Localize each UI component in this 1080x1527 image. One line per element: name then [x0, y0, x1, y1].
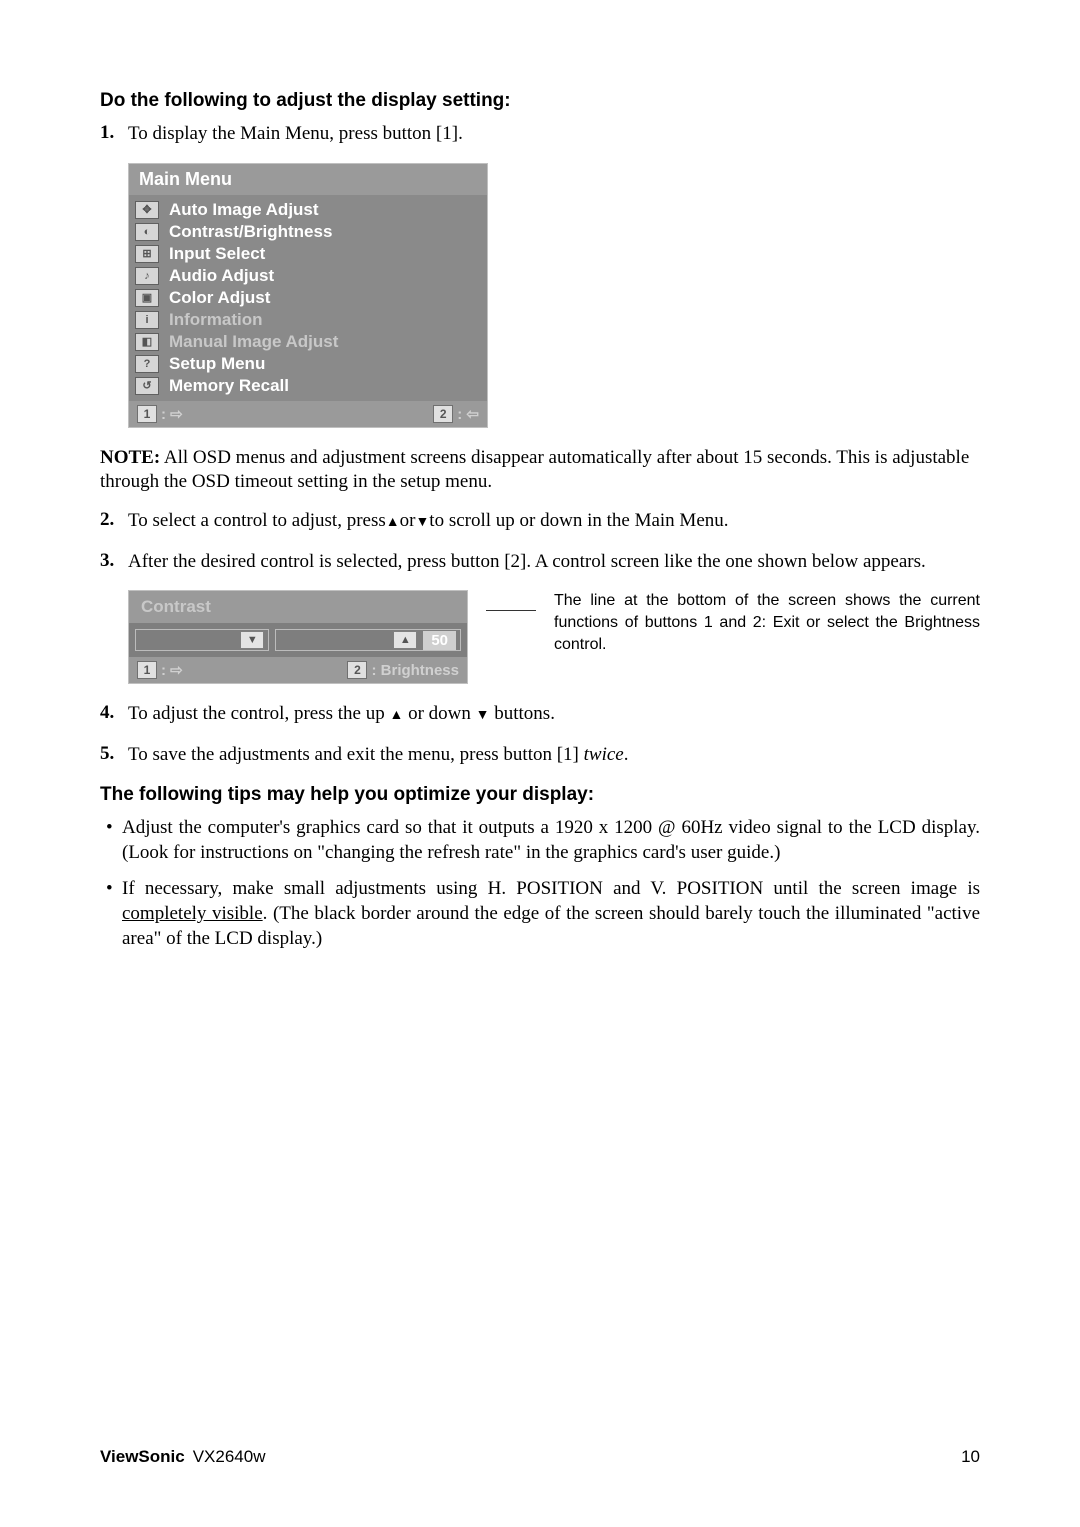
step-3-body: After the desired control is selected, p… — [128, 550, 980, 575]
step-2-body: To select a control to adjust, press▲or▼… — [128, 509, 980, 534]
osd-contrast-title: Contrast — [129, 591, 467, 623]
osd-icon-auto: ✥ — [135, 201, 159, 219]
osd-label-info: Information — [169, 310, 263, 330]
down-arrow-icon: ▼ — [415, 515, 429, 530]
bullet-mark: • — [100, 877, 122, 951]
osd-icon-input: ⊞ — [135, 245, 159, 263]
osd-label-setup: Setup Menu — [169, 354, 265, 374]
foot1-sym: : ⇨ — [161, 405, 183, 423]
note-osd: NOTE: All OSD menus and adjustment scree… — [100, 446, 980, 495]
step2-a: To select a control to adjust, press — [128, 510, 386, 531]
osd-main-footer: 1 : ⇨ 2 : ⇦ — [129, 401, 487, 427]
tip-1: • Adjust the computer's graphics card so… — [100, 816, 980, 865]
contrast-bar-right: ▲ 50 — [275, 629, 461, 651]
footer-page: 10 — [961, 1447, 980, 1467]
key-2-icon: 2 — [347, 661, 367, 679]
step-4: 4. To adjust the control, press the up ▲… — [100, 702, 980, 727]
key-1-icon: 1 — [137, 405, 157, 423]
osd-main-menu: Main Menu ✥ Auto Image Adjust ◐ Contrast/B… — [128, 163, 488, 428]
page-footer: ViewSonic VX2640w 10 — [100, 1447, 980, 1467]
contrast-figure: Contrast ▼ ▲ 50 1 : ⇨ 2 : Brightness The… — [128, 590, 980, 684]
step4-b: or down — [403, 703, 475, 724]
down-arrow-icon: ▼ — [476, 708, 490, 723]
step5-a: To save the adjustments and exit the men… — [128, 744, 584, 765]
footer-model: VX2640w — [193, 1447, 266, 1466]
key-1-icon: 1 — [137, 661, 157, 679]
osd-foot-1: 1 : ⇨ — [137, 405, 183, 423]
foot2-sym: : ⇦ — [457, 405, 479, 423]
step5-italic: twice — [584, 744, 624, 765]
callout-line — [486, 610, 536, 611]
cfoot2-label: : Brightness — [371, 662, 459, 679]
step-1-num: 1. — [100, 122, 128, 147]
up-arrow-icon: ▲ — [386, 515, 400, 530]
osd-foot-2: 2 : ⇦ — [433, 405, 479, 423]
up-triangle-icon: ▲ — [393, 631, 417, 649]
down-triangle-icon: ▼ — [240, 631, 264, 649]
note-body: All OSD menus and adjustment screens dis… — [100, 447, 969, 493]
tip-2-body: If necessary, make small adjustments usi… — [122, 877, 980, 951]
osd-label-input: Input Select — [169, 244, 265, 264]
osd-contrast: Contrast ▼ ▲ 50 1 : ⇨ 2 : Brightness — [128, 590, 468, 684]
osd-icon-setup: ? — [135, 355, 159, 373]
step2-b: or — [400, 510, 416, 531]
osd-icon-audio: ♪ — [135, 267, 159, 285]
bullet-mark: • — [100, 816, 122, 865]
osd-icon-manual: ◧ — [135, 333, 159, 351]
key-2-icon: 2 — [433, 405, 453, 423]
osd-icon-info: i — [135, 311, 159, 329]
step5-b: . — [624, 744, 629, 765]
tip2-a: If necessary, make small adjustments usi… — [122, 878, 980, 899]
osd-icon-color: ▣ — [135, 289, 159, 307]
osd-label-audio: Audio Adjust — [169, 266, 274, 286]
step-3: 3. After the desired control is selected… — [100, 550, 980, 575]
step4-c: buttons. — [490, 703, 555, 724]
footer-brand: ViewSonic — [100, 1447, 185, 1466]
osd-contrast-body: ▼ ▲ 50 — [129, 623, 467, 657]
osd-label-color: Color Adjust — [169, 288, 270, 308]
tip-1-body: Adjust the computer's graphics card so t… — [122, 816, 980, 865]
osd-label-contrast: Contrast/Brightness — [169, 222, 332, 242]
contrast-bar-left: ▼ — [135, 629, 269, 651]
cfoot1-sym: : ⇨ — [161, 661, 183, 679]
osd-icon-memory: ↺ — [135, 377, 159, 395]
step-5-body: To save the adjustments and exit the men… — [128, 743, 980, 768]
contrast-foot-1: 1 : ⇨ — [137, 661, 183, 679]
osd-label-memory: Memory Recall — [169, 376, 289, 396]
step-4-num: 4. — [100, 702, 128, 727]
osd-main-body: ✥Auto Image Adjust ◐Contrast/Brightness … — [129, 195, 487, 401]
step-4-body: To adjust the control, press the up ▲ or… — [128, 702, 980, 727]
step-1: 1. To display the Main Menu, press butto… — [100, 122, 980, 147]
step2-c: to scroll up or down in the Main Menu. — [429, 510, 728, 531]
heading-adjust: Do the following to adjust the display s… — [100, 90, 980, 112]
callout-text: The line at the bottom of the screen sho… — [554, 590, 980, 655]
osd-label-auto: Auto Image Adjust — [169, 200, 319, 220]
osd-label-manual: Manual Image Adjust — [169, 332, 338, 352]
up-arrow-icon: ▲ — [389, 708, 403, 723]
osd-icon-contrast: ◐ — [135, 223, 159, 241]
footer-left: ViewSonic VX2640w — [100, 1447, 266, 1467]
osd-main-title: Main Menu — [129, 164, 487, 195]
step4-a: To adjust the control, press the up — [128, 703, 389, 724]
contrast-value: 50 — [423, 631, 456, 650]
step-2: 2. To select a control to adjust, press▲… — [100, 509, 980, 534]
contrast-foot-2: 2 : Brightness — [347, 661, 459, 679]
step-5: 5. To save the adjustments and exit the … — [100, 743, 980, 768]
step-2-num: 2. — [100, 509, 128, 534]
heading-tips: The following tips may help you optimize… — [100, 784, 980, 806]
note-label: NOTE: — [100, 447, 160, 468]
tip-2: • If necessary, make small adjustments u… — [100, 877, 980, 951]
step-3-num: 3. — [100, 550, 128, 575]
osd-contrast-footer: 1 : ⇨ 2 : Brightness — [129, 657, 467, 683]
tip2-underline: completely visible — [122, 903, 263, 924]
step-5-num: 5. — [100, 743, 128, 768]
step-1-body: To display the Main Menu, press button [… — [128, 122, 980, 147]
